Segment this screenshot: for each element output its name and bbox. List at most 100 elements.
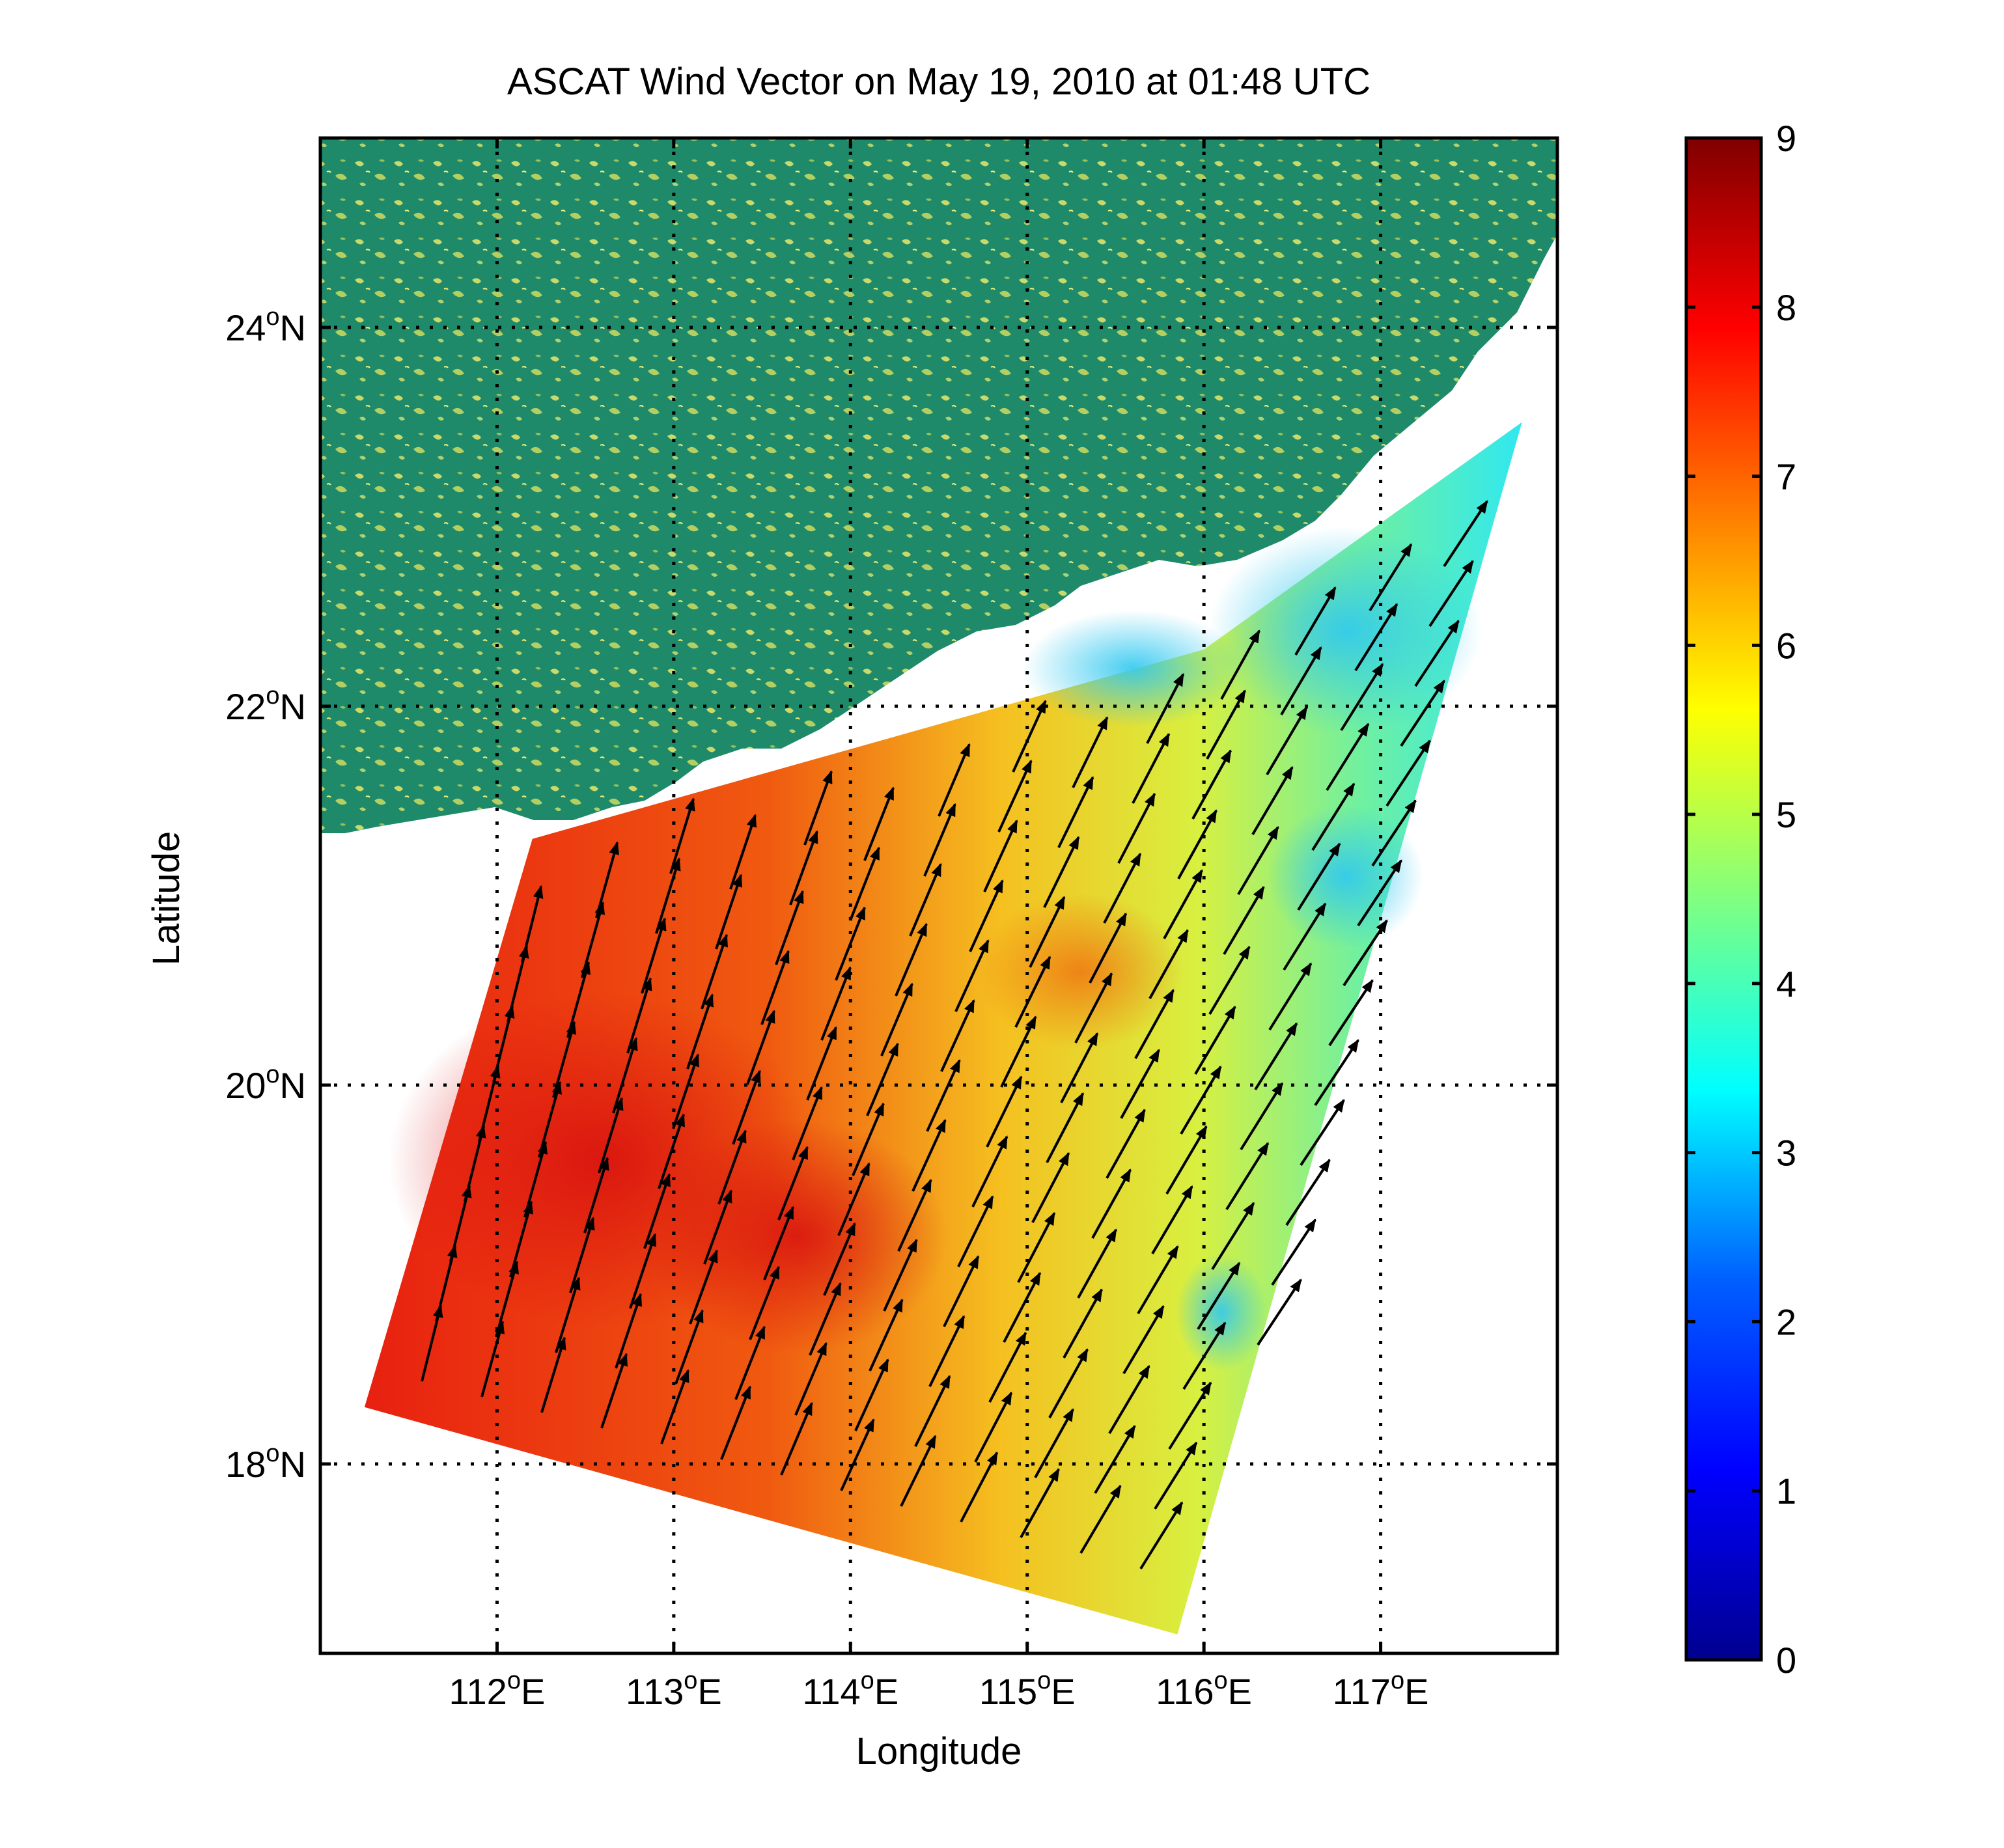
wind-arrow [1177,809,1218,879]
wind-arrow [983,819,1018,892]
wind-arrow [689,1249,718,1325]
wind-arrow [538,1081,562,1158]
x-tick-label: 114oE [802,1667,898,1712]
wind-arrow [1043,836,1080,908]
wind-arrow [1000,1015,1037,1088]
wind-arrow [971,1135,1009,1207]
wind-arrow [909,862,942,937]
wind-arrow [869,1298,904,1372]
wind-arrow [734,1325,766,1400]
wind-arrow [806,1026,837,1101]
wind-arrow [1314,1039,1359,1107]
wind-arrow [1165,1125,1208,1195]
wind-arrow [820,966,852,1041]
wind-arrow [715,874,742,950]
wind-arrow [1385,739,1431,807]
wind-arrow [1079,1484,1122,1554]
wind-arrow [1283,902,1327,971]
wind-speed-region [647,1119,947,1354]
wind-arrow [581,901,605,978]
wind-arrow [938,743,971,817]
wind-arrow [988,1331,1027,1403]
wind-vectors [421,500,1488,1570]
wind-arrow [1003,1271,1042,1343]
x-axis-ticks: 112oE 113oE 114oE 115oE 116oE 117oE [449,138,1429,1712]
wind-arrow [686,993,714,1069]
wind-arrow [1103,852,1142,924]
wind-arrow [957,1195,994,1267]
wind-arrow [1428,560,1474,627]
y-tick-label: 22oN [225,682,306,727]
wind-arrow [1122,1304,1165,1375]
wind-arrow [643,1173,671,1249]
wind-arrow [823,1222,856,1296]
wind-arrow [1191,749,1232,820]
wind-arrow [763,1206,794,1280]
wind-arrow [1326,723,1370,792]
colorbar-tick-label: 1 [1776,1470,1796,1511]
wind-arrow [1340,663,1384,732]
wind-arrow [523,1140,548,1218]
chart-title: ASCAT Wind Vector on May 19, 2010 at 01:… [507,61,1371,103]
wind-arrow [943,1255,980,1327]
wind-arrow [1020,1468,1060,1538]
wind-arrow [626,977,652,1054]
wind-arrow [1206,689,1246,760]
wind-arrow [495,1260,519,1338]
colorbar-ticks: 0 1 2 3 4 5 6 7 8 9 [1686,118,1796,1681]
wind-arrow [1369,543,1413,612]
wind-arrow [701,933,728,1010]
wind-arrow [1132,732,1171,804]
wind-arrow [672,1053,699,1129]
x-tick-label: 117oE [1333,1667,1429,1712]
wind-arrow [1168,1381,1212,1450]
wind-arrow [1197,1262,1241,1331]
wind-arrow [1137,1245,1179,1315]
wind-arrow [703,1189,732,1265]
colorbar-tick-label: 0 [1776,1640,1796,1681]
wind-arrow [866,1042,899,1116]
wind-arrow [1029,896,1066,968]
wind-arrow [1297,842,1341,911]
wind-arrow [1271,1219,1316,1286]
wind-arrow [1257,1278,1302,1346]
wind-arrow [552,1021,576,1098]
wind-arrow [954,939,990,1012]
wind-arrow [789,830,818,905]
colorbar-tick-label: 7 [1776,456,1796,497]
wind-arrow [1211,1202,1255,1271]
y-tick-label: 18oN [225,1440,306,1485]
wind-arrow [717,1129,747,1205]
x-tick-label: 112oE [449,1667,546,1712]
wind-arrow [1063,1288,1103,1358]
wind-arrow [969,879,1004,952]
wind-arrow [760,950,790,1025]
wind-arrow [940,999,975,1072]
colorbar-tick-label: 2 [1776,1301,1796,1342]
wind-arrow [1120,1049,1160,1119]
wind-arrow [837,1162,870,1236]
wind-arrow [777,1146,809,1221]
land-mass [320,138,1557,833]
plot-frame [318,136,1559,1655]
wind-arrow [849,846,880,921]
wind-speed-region [1022,609,1244,727]
wind-arrow [1139,1501,1184,1570]
wind-arrow [854,1358,889,1431]
wind-arrow [566,961,591,1038]
colorbar-tick-label: 5 [1776,794,1796,835]
wind-arrow [794,1342,828,1416]
wind-arrow [1146,672,1185,744]
wind-arrow [658,1113,685,1189]
x-tick-label: 115oE [979,1667,1076,1712]
wind-arrow [1106,1109,1146,1179]
wind-arrow [749,1265,780,1340]
wind-arrow [1237,825,1279,896]
wind-arrow [1017,1211,1056,1283]
wind-arrow [569,1217,595,1293]
wind-arrow [1151,1185,1193,1255]
wind-arrow [1266,706,1308,776]
wind-speed-region [1208,526,1482,735]
wind-arrow [629,1233,656,1309]
